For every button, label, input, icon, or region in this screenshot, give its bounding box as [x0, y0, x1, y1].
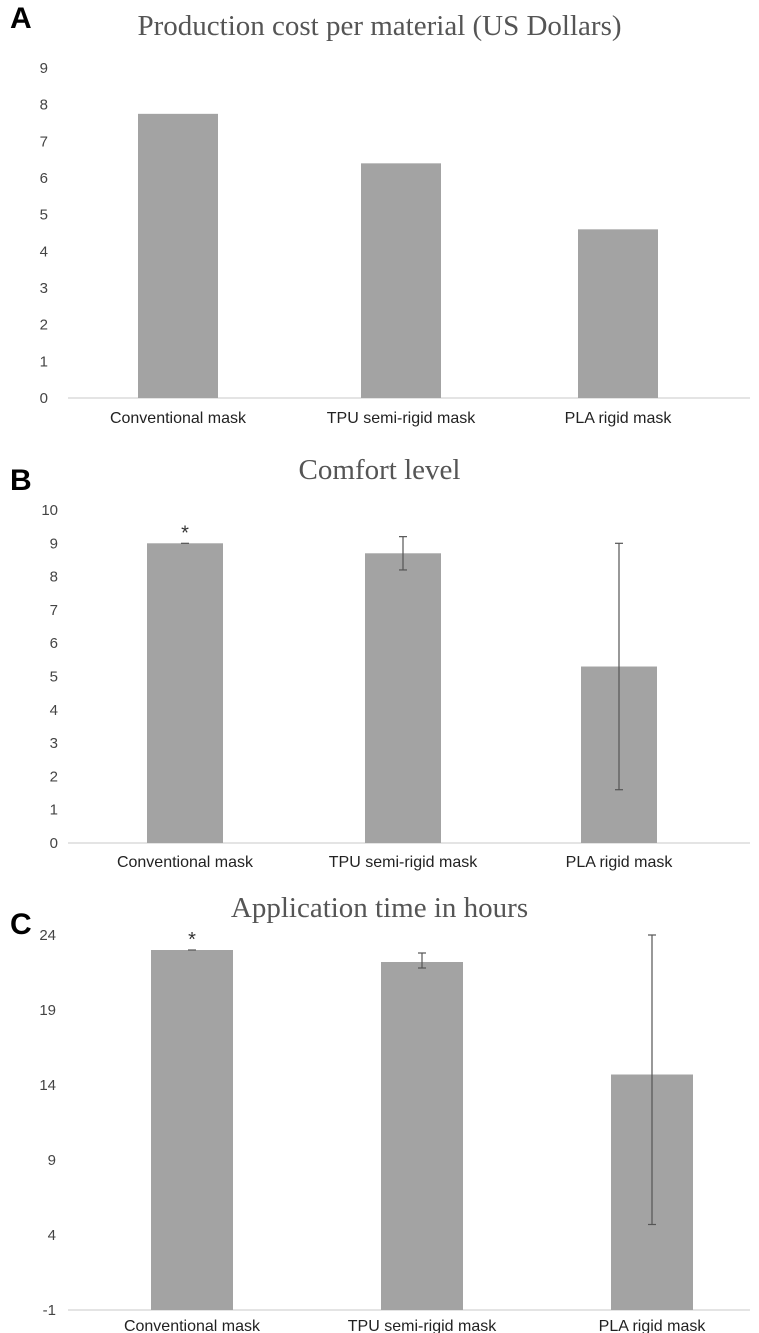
y-tick-label: 3 [50, 735, 58, 752]
y-tick-label: 9 [50, 535, 58, 552]
bar [578, 229, 658, 398]
y-tick-label: 6 [40, 170, 48, 187]
y-tick-label: 9 [40, 60, 48, 77]
significance-marker: * [181, 522, 189, 544]
x-category-label: PLA rigid mask [566, 854, 674, 871]
panel-letter: B [10, 464, 32, 497]
y-tick-label: 2 [40, 317, 48, 334]
y-tick-label: 4 [50, 702, 58, 719]
x-category-label: TPU semi-rigid mask [327, 410, 476, 427]
y-tick-label: 1 [50, 802, 58, 819]
chart-title: Comfort level [298, 454, 461, 486]
y-tick-label: 7 [50, 602, 58, 619]
panel-letter: C [10, 908, 32, 941]
bar [138, 113, 218, 398]
panel-b: B Comfort level 0 1 2 3 4 5 6 7 8 9 10 * Conventiona… [0, 440, 759, 880]
x-category-label: Conventional mask [124, 1318, 261, 1333]
y-tick-label: 4 [48, 1227, 56, 1244]
x-category-label: PLA rigid mask [599, 1318, 707, 1333]
y-tick-label: 24 [39, 927, 56, 944]
y-tick-label: 0 [50, 835, 58, 852]
significance-marker: * [188, 929, 196, 951]
bar [361, 163, 441, 398]
bar [381, 962, 463, 1310]
bar-chart-comfort-level: 0 1 2 3 4 5 6 7 8 9 10 * Conventional mask TPU semi-r… [41, 502, 750, 871]
y-tick-label: -1 [43, 1302, 56, 1319]
chart-title: Production cost per material (US Dollars… [137, 10, 622, 42]
y-tick-label: 0 [40, 390, 48, 407]
panel-a: A Production cost per material (US Dolla… [0, 0, 759, 440]
y-tick-label: 3 [40, 280, 48, 297]
bar [147, 543, 223, 843]
y-tick-label: 7 [40, 133, 48, 150]
bar [151, 950, 233, 1310]
y-tick-label: 8 [40, 97, 48, 114]
panel-c: C Application time in hours -1 4 9 14 19 24 * C… [0, 880, 759, 1333]
y-tick-label: 2 [50, 768, 58, 785]
y-tick-label: 19 [39, 1002, 56, 1019]
bar-chart-production-cost: 0 1 2 3 4 5 6 7 8 9 Conventional mask TPU semi-rigi… [40, 60, 750, 427]
y-tick-label: 10 [41, 502, 58, 519]
y-tick-label: 4 [40, 243, 48, 260]
x-category-label: Conventional mask [110, 410, 247, 427]
y-tick-label: 9 [48, 1152, 56, 1169]
y-tick-label: 6 [50, 635, 58, 652]
bar-chart-application-time: -1 4 9 14 19 24 * Conventional mask TPU semi-rig… [39, 927, 750, 1333]
x-category-label: TPU semi-rigid mask [348, 1318, 497, 1333]
y-tick-label: 5 [40, 207, 48, 224]
panel-letter: A [10, 2, 32, 35]
y-tick-label: 14 [39, 1077, 56, 1094]
x-category-label: TPU semi-rigid mask [329, 854, 478, 871]
x-category-label: Conventional mask [117, 854, 254, 871]
chart-title: Application time in hours [230, 892, 529, 924]
y-tick-label: 1 [40, 353, 48, 370]
y-tick-label: 8 [50, 569, 58, 586]
y-tick-label: 5 [50, 669, 58, 686]
bar [365, 553, 441, 843]
x-category-label: PLA rigid mask [565, 410, 673, 427]
